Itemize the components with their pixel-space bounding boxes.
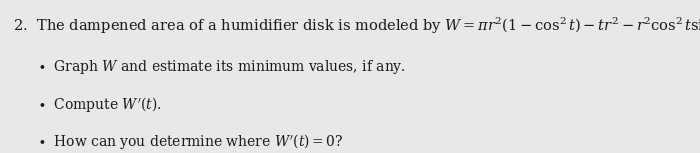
Text: 2.  The dampened area of a humidifier disk is modeled by $W = \pi r^2(1-\cos^2 t: 2. The dampened area of a humidifier dis…: [13, 15, 700, 36]
Text: $\bullet$  How can you determine where $W'(t) = 0$?: $\bullet$ How can you determine where $W…: [38, 132, 344, 151]
Text: $\bullet$  Graph $W$ and estimate its minimum values, if any.: $\bullet$ Graph $W$ and estimate its min…: [38, 58, 406, 76]
Text: $\bullet$  Compute $W'(t)$.: $\bullet$ Compute $W'(t)$.: [38, 95, 162, 114]
